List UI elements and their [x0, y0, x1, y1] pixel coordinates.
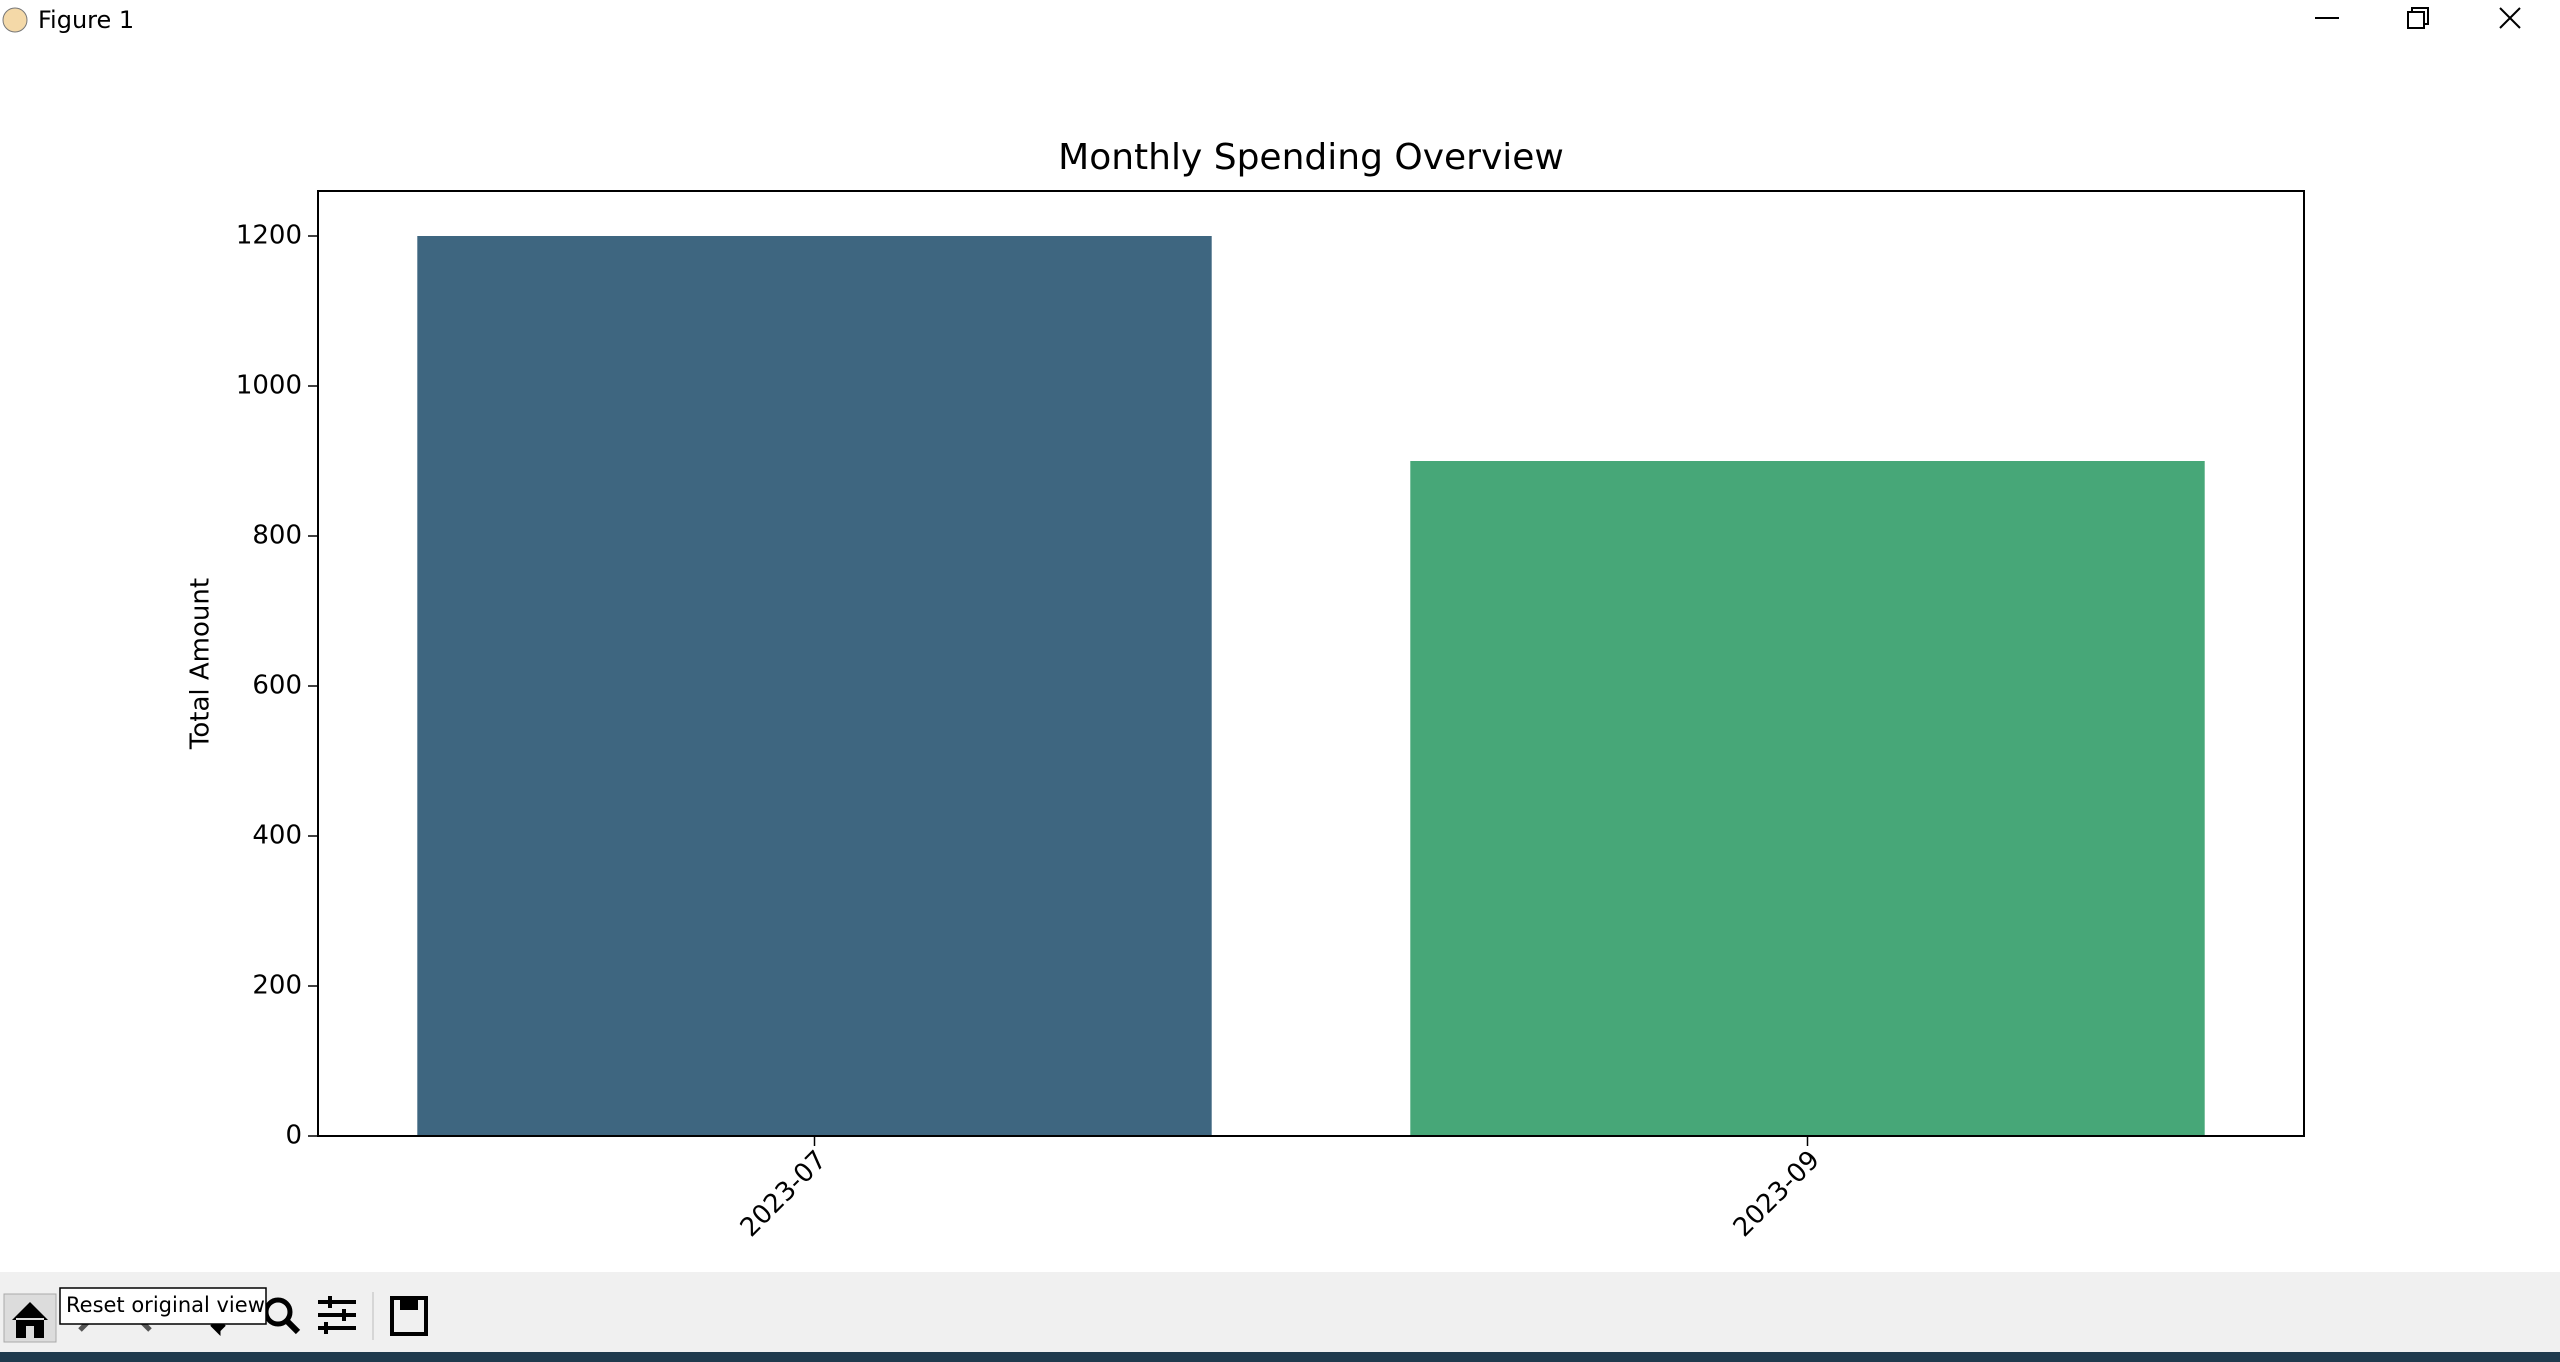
- y-tick-label: 200: [252, 971, 302, 1001]
- y-tick-label: 800: [252, 521, 302, 551]
- bar: [417, 236, 1212, 1136]
- chart: Monthly Spending Overview Total Amount 0 20…: [186, 137, 2305, 1243]
- y-tick-label: 0: [285, 1121, 302, 1151]
- zoom-handle: [283, 1317, 301, 1335]
- window-title: Figure 1: [38, 6, 134, 34]
- save-icon: [400, 1300, 418, 1310]
- app-icon: [2, 7, 28, 33]
- toolbar-background: [0, 1272, 2560, 1362]
- restore-button[interactable]: [2407, 7, 2429, 29]
- y-tick-label: 1200: [236, 221, 302, 251]
- taskbar-strip: [0, 1352, 2560, 1362]
- tooltip-text: Reset original view: [66, 1293, 265, 1317]
- y-tick-label: 600: [252, 671, 302, 701]
- bar: [1410, 461, 2205, 1136]
- save-button[interactable]: [390, 1296, 428, 1336]
- close-button[interactable]: [2499, 7, 2521, 29]
- y-axis-label: Total Amount: [186, 578, 216, 750]
- toolbar: Reset original view: [0, 1272, 2560, 1362]
- configure-button[interactable]: [318, 1296, 356, 1334]
- chart-title: Monthly Spending Overview: [1058, 137, 1564, 178]
- y-tick-label: 400: [252, 821, 302, 851]
- tooltip: [59, 1287, 267, 1325]
- axes-frame: [317, 190, 2305, 1137]
- home-icon: [12, 1302, 48, 1338]
- y-tick-label: 1000: [236, 371, 302, 401]
